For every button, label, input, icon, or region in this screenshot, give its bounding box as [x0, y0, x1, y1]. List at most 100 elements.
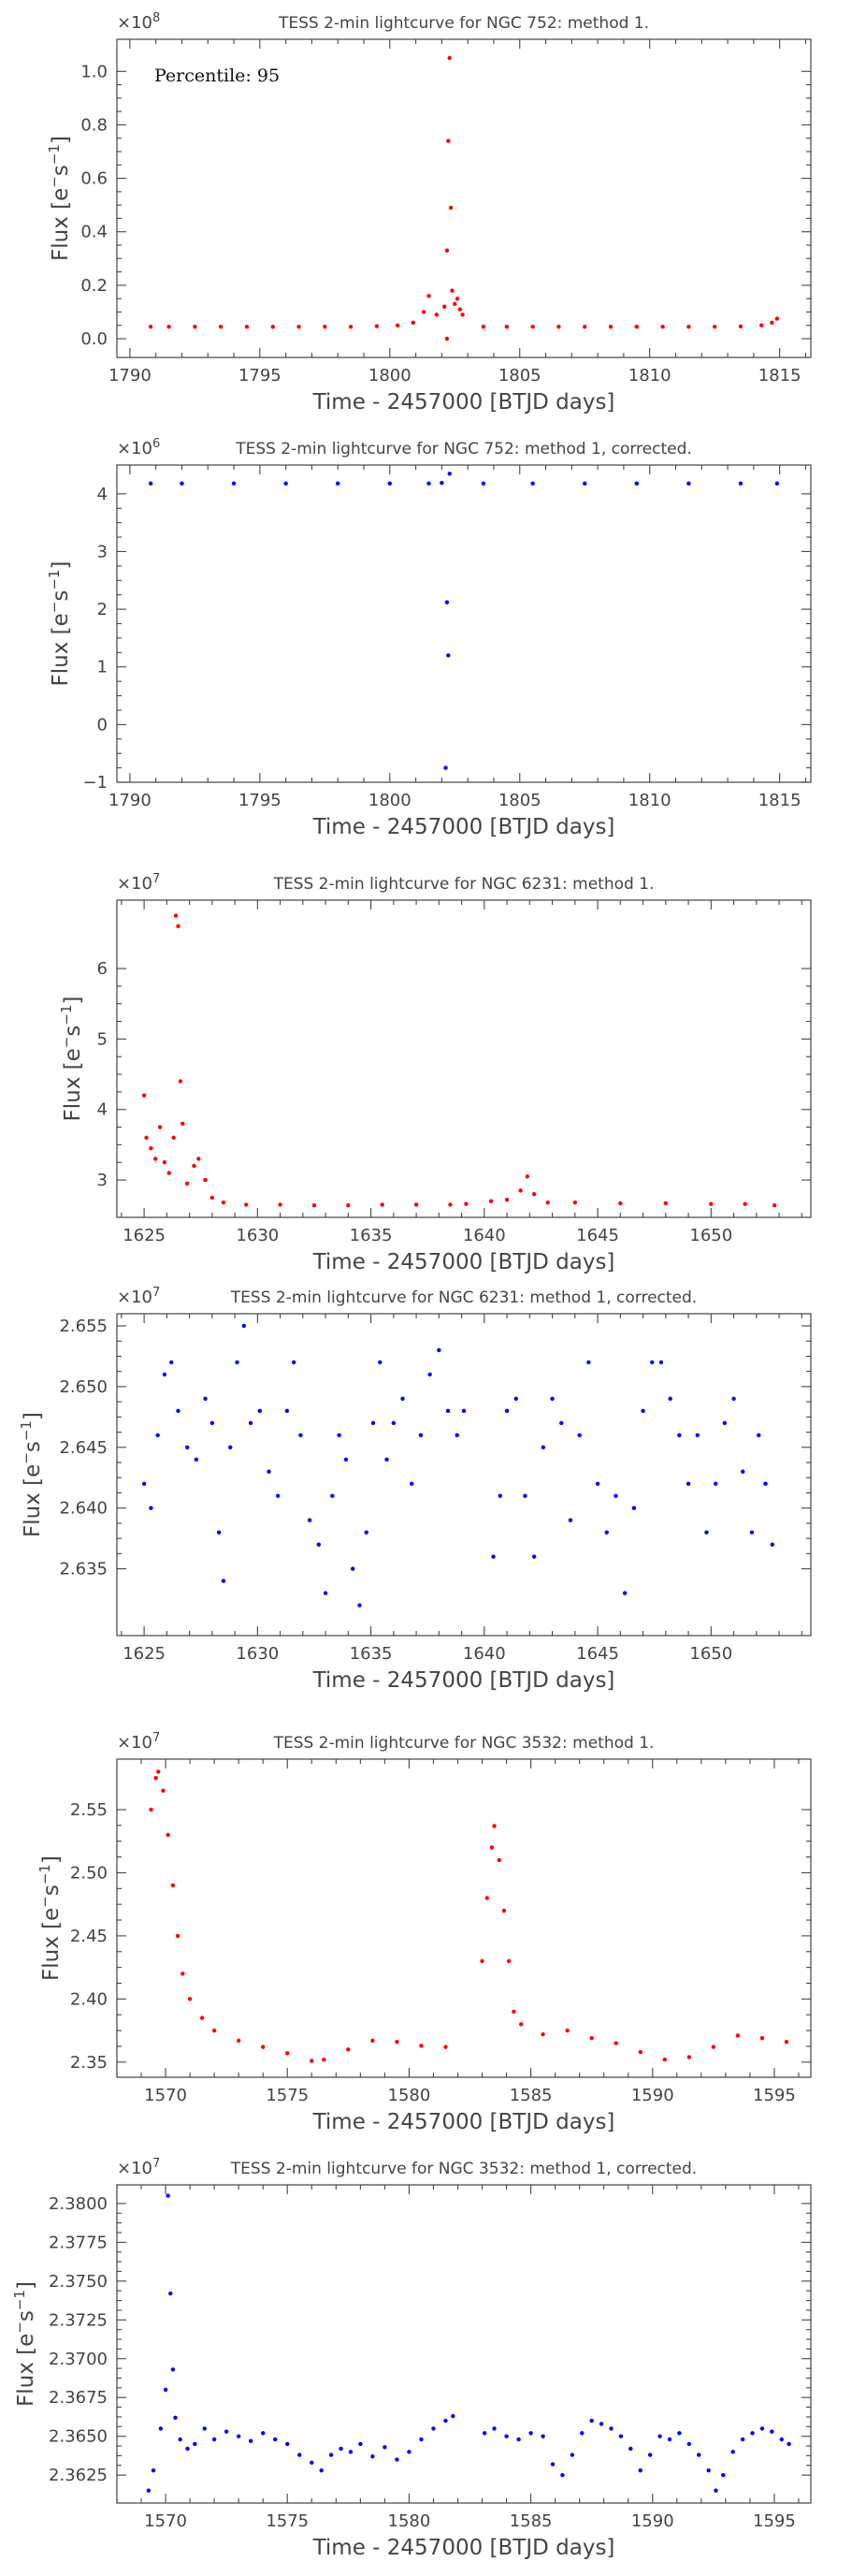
x-tick-label: 1635 — [350, 1226, 393, 1245]
y-tick-label: 2 — [97, 600, 108, 619]
data-point — [686, 2441, 692, 2447]
data-point — [384, 1457, 389, 1462]
data-point — [628, 2446, 633, 2452]
data-point — [267, 1469, 271, 1474]
chart-panel-4: TESS 2-min lightcurve for NGC 6231: meth… — [18, 1286, 812, 1693]
data-point — [481, 324, 486, 329]
axis-offset-label: ×106 — [117, 437, 160, 459]
axis-offset-label: ×108 — [117, 11, 160, 34]
data-point — [184, 1181, 190, 1186]
data-point — [194, 1457, 199, 1462]
chart-panel-3: TESS 2-min lightcurve for NGC 6231: meth… — [58, 872, 812, 1274]
data-point — [148, 324, 153, 329]
y-axis-label: Flux [e−s−1] — [46, 136, 73, 261]
x-tick-label: 1815 — [758, 791, 801, 810]
data-point — [770, 1542, 774, 1547]
chart-title: TESS 2-min lightcurve for NGC 3532: meth… — [230, 2160, 697, 2178]
x-tick-label: 1790 — [108, 366, 152, 386]
data-point — [638, 2049, 643, 2055]
data-point — [638, 2467, 643, 2473]
data-point — [155, 1433, 160, 1438]
y-tick-label: 2.3775 — [49, 2233, 108, 2252]
data-point — [641, 1408, 645, 1414]
data-point — [297, 2452, 302, 2457]
x-tick-label: 1790 — [108, 791, 152, 810]
y-tick-label: 2.650 — [59, 1377, 108, 1397]
data-point — [608, 324, 614, 329]
data-point — [170, 2367, 176, 2372]
data-point — [146, 2488, 152, 2493]
data-point — [311, 1202, 317, 1208]
data-point — [319, 2467, 324, 2473]
data-point — [667, 2437, 672, 2442]
data-point — [171, 1135, 176, 1141]
data-point — [185, 2446, 190, 2452]
data-point — [209, 1195, 215, 1201]
data-point — [273, 2437, 278, 2442]
y-tick-label: 2.3625 — [49, 2466, 108, 2485]
data-point — [153, 1157, 158, 1161]
data-point — [550, 1396, 555, 1402]
data-point — [181, 1972, 185, 1976]
data-point — [180, 481, 184, 486]
y-tick-label: 4 — [97, 485, 108, 504]
y-axis-label: Flux [e−s−1] — [58, 997, 85, 1122]
data-point — [228, 1445, 233, 1449]
data-point — [357, 1603, 362, 1608]
data-point — [231, 481, 237, 486]
x-tick-label: 1585 — [510, 2086, 553, 2105]
data-point — [750, 2431, 755, 2436]
x-tick-label: 1650 — [689, 1644, 732, 1664]
data-point — [285, 2051, 290, 2056]
data-point — [583, 481, 587, 486]
data-point — [489, 1845, 495, 1850]
data-point — [541, 2031, 545, 2037]
y-tick-label: 5 — [97, 1029, 108, 1049]
x-tick-label: 1580 — [388, 2511, 431, 2531]
data-point — [784, 2040, 789, 2045]
chart-title: TESS 2-min lightcurve for NGC 752: metho… — [235, 440, 692, 458]
plot-frame — [116, 899, 812, 1218]
data-point — [650, 1360, 655, 1365]
y-tick-label: 0.2 — [80, 276, 108, 296]
y-tick-label: 6 — [97, 959, 108, 979]
data-point — [310, 2059, 314, 2063]
x-tick-label: 1810 — [628, 366, 671, 386]
x-axis-label: Time - 2457000 [BTJD days] — [312, 390, 615, 415]
data-point — [586, 1360, 591, 1365]
data-point — [444, 600, 450, 604]
data-point — [441, 304, 447, 309]
data-point — [461, 1408, 467, 1414]
data-point — [697, 2452, 701, 2457]
data-point — [743, 1201, 747, 1206]
y-axis-label: Flux [e−s−1] — [36, 1856, 64, 1981]
data-point — [741, 1469, 745, 1474]
data-point — [221, 1200, 226, 1205]
data-point — [759, 2035, 765, 2041]
data-point — [166, 1832, 170, 1838]
data-point — [599, 2422, 604, 2426]
data-point — [156, 1769, 161, 1774]
data-point — [580, 2431, 585, 2436]
x-tick-label: 1630 — [236, 1226, 279, 1245]
y-tick-label: 2.3700 — [49, 2350, 108, 2369]
data-point — [296, 324, 301, 329]
data-point — [162, 1160, 167, 1165]
data-point — [730, 2450, 735, 2454]
y-tick-label: 2.640 — [59, 1499, 108, 1519]
data-point — [531, 1554, 537, 1559]
data-point — [706, 2467, 711, 2473]
data-point — [284, 1408, 290, 1414]
y-axis-label: Flux [e−s−1] — [18, 1412, 45, 1537]
x-tick-label: 1645 — [576, 1226, 619, 1245]
data-point — [709, 1201, 714, 1206]
axis-offset-label: ×107 — [117, 1286, 160, 1308]
data-point — [757, 1433, 761, 1438]
data-point — [595, 1481, 600, 1486]
data-point — [492, 1824, 497, 1828]
data-point — [713, 1481, 718, 1486]
data-point — [738, 481, 744, 486]
y-tick-label: 0.8 — [80, 115, 108, 135]
data-point — [346, 2047, 351, 2052]
